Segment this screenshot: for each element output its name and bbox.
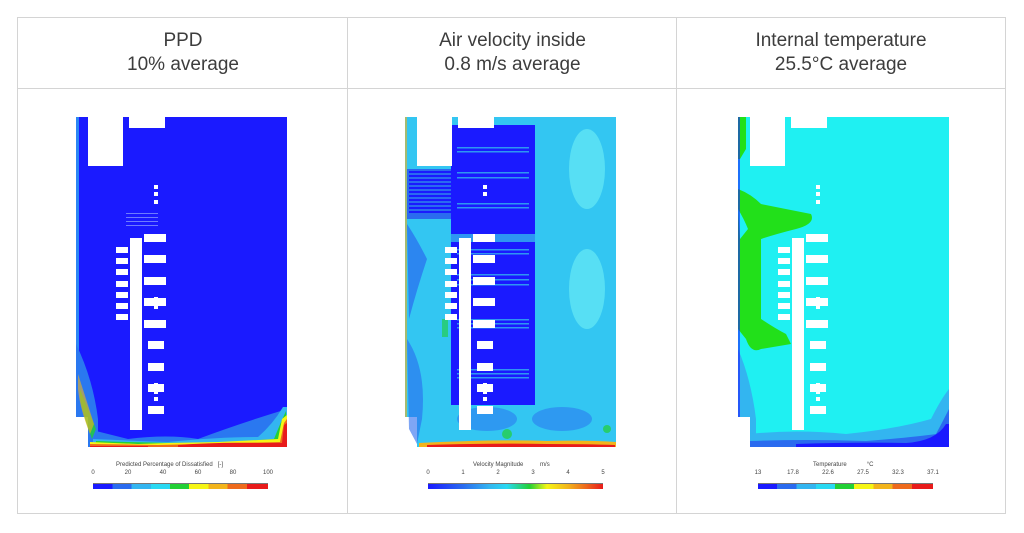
- temperature-contour-plot: [738, 117, 949, 447]
- colorbar-label: Velocity Magnitude m/s: [473, 462, 550, 468]
- header-temperature: Internal temperature 25.5°C average: [677, 18, 1005, 89]
- header-title: Internal temperature: [755, 30, 927, 51]
- header-ppd: PPD 10% average: [18, 18, 348, 89]
- ppd-cell: Predicted Percentage of Dissatisfied [-]…: [18, 89, 347, 513]
- ppd-contour-plot: [76, 117, 287, 447]
- column-divider: [676, 18, 677, 513]
- comparison-table: PPD 10% average Air velocity inside 0.8 …: [17, 17, 1006, 514]
- header-title: PPD: [163, 30, 203, 51]
- header-subtitle: 25.5°C average: [774, 54, 908, 75]
- colorbar-label: Predicted Percentage of Dissatisfied [-]: [116, 462, 224, 468]
- colorbar-label: Temperature °C: [813, 462, 874, 468]
- header-title: Air velocity inside: [439, 30, 586, 51]
- header-air-velocity: Air velocity inside 0.8 m/s average: [348, 18, 677, 89]
- column-divider: [347, 18, 348, 513]
- temperature-cell: Temperature °C 13 17.8 22.6 27.5 32.3 37…: [676, 89, 1005, 513]
- header-subtitle: 0.8 m/s average: [444, 54, 581, 75]
- velocity-cell: Velocity Magnitude m/s 0 1 2 3 4 5: [347, 89, 676, 513]
- header-subtitle: 10% average: [127, 54, 239, 75]
- velocity-contour-plot: [405, 117, 616, 447]
